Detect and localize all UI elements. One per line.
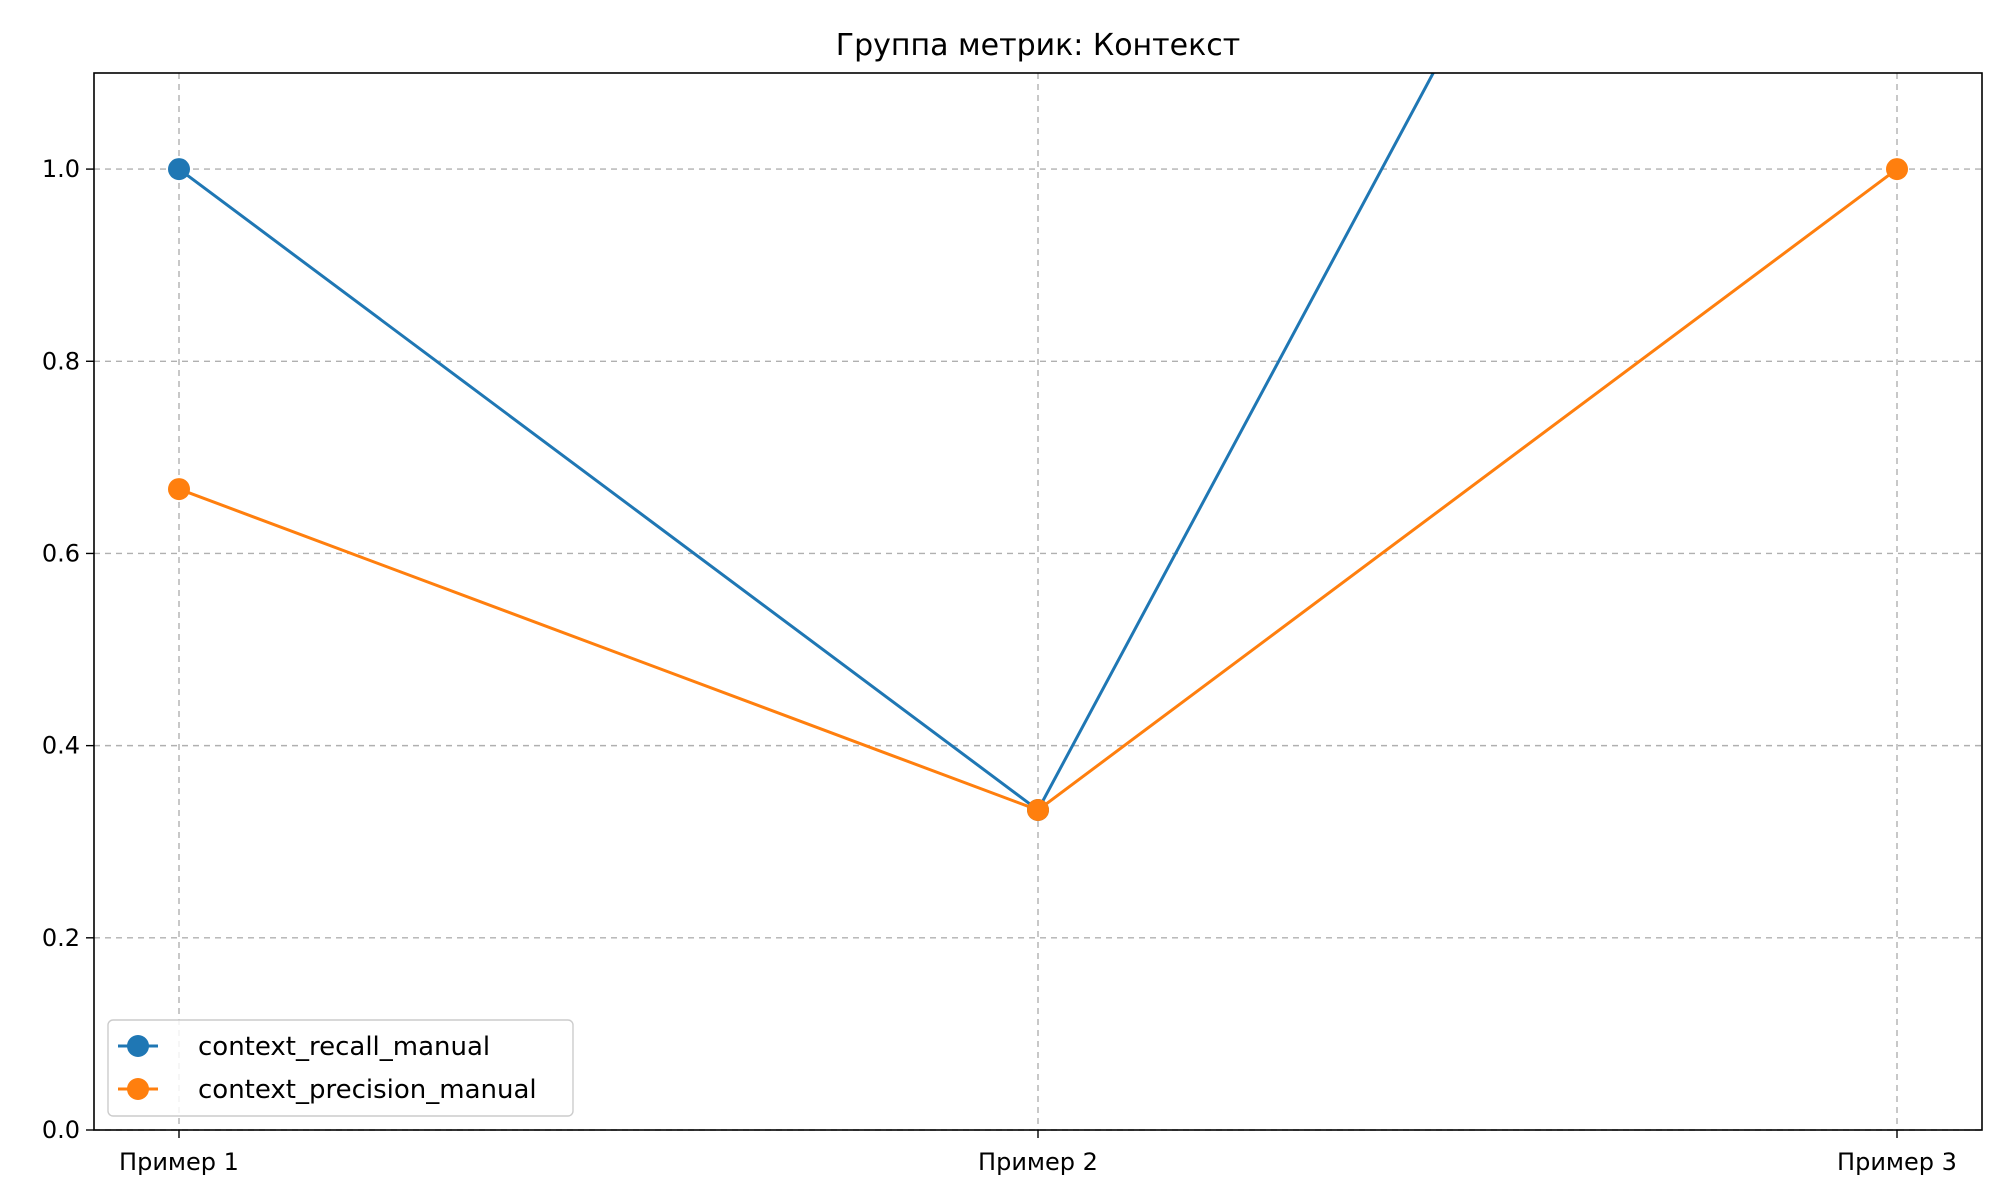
x-tick-label: Пример 1: [119, 1148, 239, 1176]
data-point-context_recall_manual: [168, 158, 190, 181]
axes: 0.0 0.2 0.4 0.6 0.8 1.0 Пример 1 Пример 2 Пример…: [42, 155, 1957, 1176]
x-tick-label: Пример 3: [1837, 1148, 1957, 1176]
legend-marker: [127, 1078, 149, 1100]
chart-title: Группа метрик: Контекст: [836, 28, 1240, 63]
data-point-context_precision_manual: [1886, 158, 1908, 181]
data-point-context_precision_manual: [168, 478, 190, 501]
legend-box: [107, 1019, 574, 1117]
data-point-context_precision_manual: [1027, 799, 1049, 822]
y-tick-label: 0.8: [42, 347, 80, 375]
y-tick-label: 0.4: [42, 732, 80, 760]
legend-label: context_precision_manual: [198, 1075, 537, 1105]
x-tick-label: Пример 2: [978, 1148, 1098, 1176]
legend-marker: [127, 1035, 149, 1057]
y-tick-label: 1.0: [42, 155, 80, 183]
y-tick-label: 0.6: [42, 539, 80, 567]
data-points: [168, 158, 1908, 822]
y-tick-label: 0.0: [42, 1116, 80, 1144]
y-tick-label: 0.2: [42, 924, 80, 952]
legend: context_recall_manual context_precision_m…: [107, 1019, 574, 1117]
legend-label: context_recall_manual: [198, 1032, 490, 1062]
